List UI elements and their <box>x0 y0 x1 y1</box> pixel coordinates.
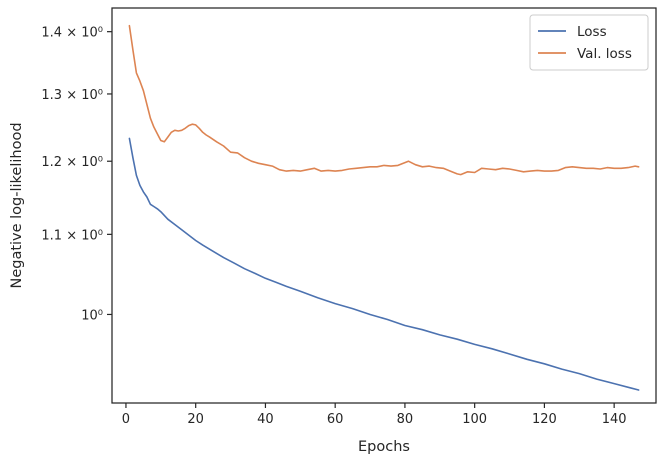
y-axis-label: Negative log-likelihood <box>9 122 25 288</box>
x-tick-label: 100 <box>462 412 487 427</box>
x-tick-label: 0 <box>122 412 130 427</box>
legend-box <box>529 14 649 71</box>
plot-frame <box>111 7 657 404</box>
y-tick-label: 1.3 × 10⁰ <box>41 88 103 103</box>
legend-label: Val. loss <box>577 46 632 62</box>
y-tick-label: 1.2 × 10⁰ <box>41 155 103 170</box>
x-tick-label: 80 <box>397 412 414 427</box>
legend-label: Loss <box>577 24 607 40</box>
x-tick-label: 120 <box>532 412 557 427</box>
y-tick-label: 1.4 × 10⁰ <box>41 26 103 41</box>
series-line-loss <box>128 137 640 391</box>
y-axis-ticks: 10⁰ 1.1 × 10⁰ 1.2 × 10⁰ 1.3 × 10⁰ 1.4 × 10⁰ <box>41 26 112 323</box>
x-axis-label: Epochs <box>358 439 410 455</box>
x-tick-label: 40 <box>257 412 274 427</box>
x-axis-ticks: 0 20 40 60 80 100 120 140 <box>122 403 627 427</box>
y-tick-label: 10⁰ <box>81 308 103 323</box>
series-layer <box>128 24 640 391</box>
x-tick-label: 60 <box>327 412 344 427</box>
legend: Loss Val. loss <box>529 14 649 71</box>
x-tick-label: 20 <box>187 412 204 427</box>
x-tick-label: 140 <box>602 412 627 427</box>
series-line-val-loss <box>128 24 640 176</box>
y-tick-label: 1.1 × 10⁰ <box>41 228 103 243</box>
